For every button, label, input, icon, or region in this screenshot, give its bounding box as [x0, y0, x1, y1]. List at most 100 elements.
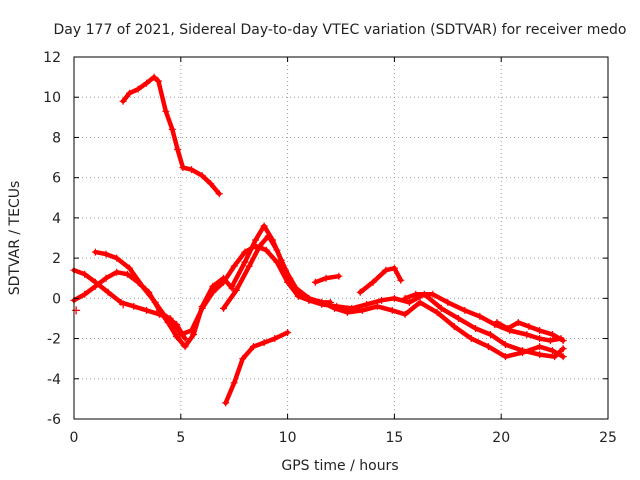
- x-axis-label: GPS time / hours: [281, 458, 398, 474]
- series-arc-8: [313, 273, 342, 285]
- data-point: [252, 236, 260, 244]
- y-tick-label: -6: [47, 412, 61, 428]
- data-point: [154, 77, 162, 85]
- data-point: [228, 282, 236, 290]
- data-point: [102, 274, 110, 282]
- data-point: [102, 250, 110, 258]
- data-point: [548, 331, 556, 339]
- x-tick-label: 0: [70, 430, 79, 446]
- data-point: [356, 288, 364, 296]
- data-point: [173, 320, 181, 328]
- data-point: [292, 284, 300, 292]
- data-point: [273, 258, 281, 266]
- data-point: [536, 335, 544, 343]
- data-point: [91, 248, 99, 256]
- data-point: [174, 146, 182, 154]
- data-point: [311, 278, 319, 286]
- data-point: [397, 276, 405, 284]
- data-point: [559, 337, 567, 345]
- data-point: [241, 248, 249, 256]
- series-arc-9: [357, 265, 404, 295]
- data-point: [284, 329, 292, 337]
- data-point: [378, 296, 386, 304]
- data-point: [382, 266, 390, 274]
- data-point: [369, 278, 377, 286]
- y-tick-label: 6: [52, 171, 61, 187]
- data-point: [331, 304, 339, 312]
- data-point: [559, 345, 567, 353]
- data-point: [138, 282, 146, 290]
- data-series: [70, 73, 567, 407]
- data-point: [493, 318, 501, 326]
- x-tick-label: 20: [492, 430, 510, 446]
- data-point: [405, 298, 413, 306]
- outlier-point: [72, 306, 81, 315]
- data-point: [198, 172, 206, 180]
- data-point: [104, 288, 112, 296]
- data-point: [373, 302, 381, 310]
- data-point: [305, 294, 313, 302]
- data-point: [461, 306, 469, 314]
- y-tick-label: 8: [52, 130, 61, 146]
- data-point: [232, 286, 240, 294]
- x-tick-label: 25: [599, 430, 617, 446]
- data-point: [179, 164, 187, 172]
- data-point: [523, 331, 531, 339]
- y-tick-label: 4: [52, 211, 61, 227]
- data-point: [501, 341, 509, 349]
- data-point: [187, 166, 195, 174]
- x-tick-label: 10: [279, 430, 297, 446]
- data-point: [220, 304, 228, 312]
- data-point: [343, 308, 351, 316]
- data-point: [271, 335, 279, 343]
- data-point: [241, 258, 249, 266]
- series-arc-4: [71, 269, 235, 349]
- data-point: [454, 314, 462, 322]
- data-point: [245, 262, 253, 270]
- data-point: [160, 310, 168, 318]
- y-tick-label: -4: [47, 372, 61, 388]
- data-point: [273, 246, 281, 254]
- data-point: [143, 79, 151, 87]
- data-point: [487, 331, 495, 339]
- chart-title: Day 177 of 2021, Sidereal Day-to-day VTE…: [54, 22, 627, 38]
- data-point: [230, 262, 238, 270]
- data-point: [262, 246, 270, 254]
- data-point: [198, 302, 206, 310]
- data-point: [143, 306, 151, 314]
- data-point: [81, 270, 89, 278]
- data-point: [546, 337, 554, 345]
- axis-ticks: 0 5 10 15 20 25 -6 -4 -2 0 2 4 6 8 10 12: [43, 50, 617, 446]
- y-tick-label: -2: [47, 332, 61, 348]
- data-point: [230, 379, 238, 387]
- data-point: [150, 73, 158, 81]
- data-point: [209, 282, 217, 290]
- data-point: [335, 272, 343, 280]
- data-point: [433, 308, 441, 316]
- data-point: [181, 335, 189, 343]
- data-point: [130, 302, 138, 310]
- data-point: [162, 107, 170, 115]
- data-point: [264, 232, 272, 240]
- grid-lines: [74, 57, 608, 419]
- data-point: [113, 268, 121, 276]
- series-arc-7: [221, 233, 566, 359]
- data-point: [318, 298, 326, 306]
- data-point: [476, 312, 484, 320]
- data-point: [519, 349, 527, 357]
- data-point: [81, 290, 89, 298]
- data-point: [173, 333, 181, 341]
- data-point: [134, 85, 142, 93]
- data-point: [429, 290, 437, 298]
- data-point: [123, 270, 131, 278]
- data-point: [416, 298, 424, 306]
- data-point: [401, 310, 409, 318]
- data-point: [207, 180, 215, 188]
- data-point: [412, 290, 420, 298]
- data-point: [390, 264, 398, 272]
- data-point: [126, 264, 134, 272]
- data-point: [222, 399, 230, 407]
- data-point: [536, 343, 544, 351]
- data-point: [467, 335, 475, 343]
